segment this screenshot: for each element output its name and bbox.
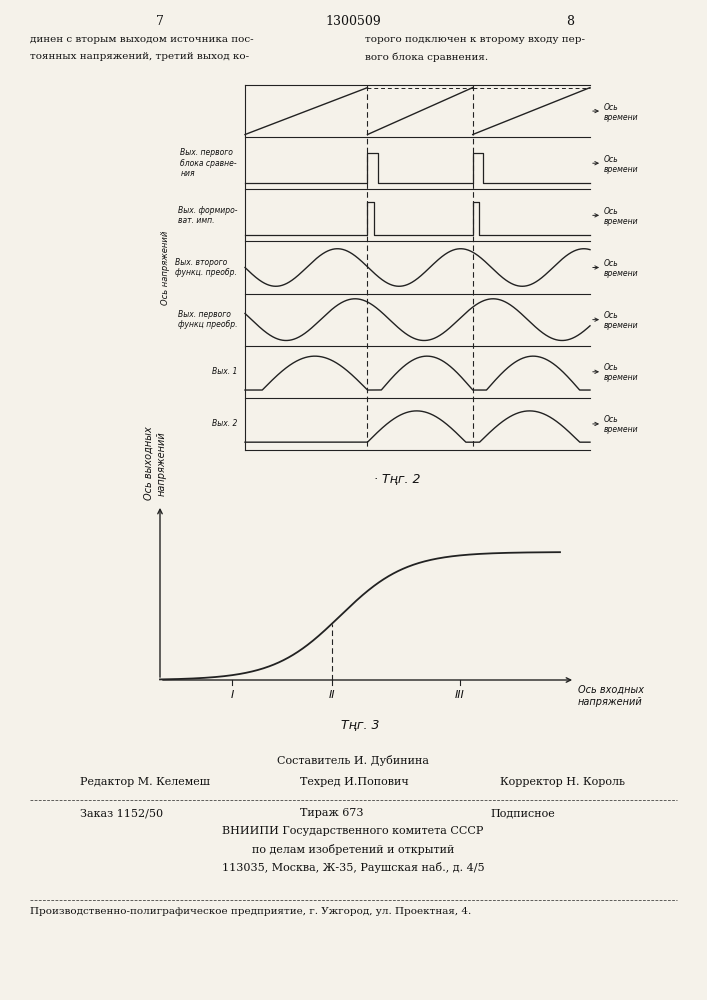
Text: Ось: Ось xyxy=(604,415,619,424)
Text: 8: 8 xyxy=(566,15,574,28)
Text: Ось входных
напряжений: Ось входных напряжений xyxy=(578,685,644,707)
Text: времени: времени xyxy=(604,269,638,278)
Text: I: I xyxy=(230,690,233,700)
Text: 1300509: 1300509 xyxy=(325,15,381,28)
Text: Bых. формиро-
ват. имп.: Bых. формиро- ват. имп. xyxy=(177,206,237,225)
Text: Ось: Ось xyxy=(604,363,619,372)
Text: Ось: Ось xyxy=(604,155,619,164)
Text: времени: времени xyxy=(604,165,638,174)
Text: времени: времени xyxy=(604,321,638,330)
Text: II: II xyxy=(329,690,335,700)
Text: Тираж 673: Тираж 673 xyxy=(300,808,363,818)
Text: Техред И.Попович: Техред И.Попович xyxy=(300,777,409,787)
Text: Bых. 2: Bых. 2 xyxy=(211,419,237,428)
Text: Редактор М. Келемеш: Редактор М. Келемеш xyxy=(80,777,210,787)
Text: 7: 7 xyxy=(156,15,164,28)
Text: ВНИИПИ Государственного комитета СССР: ВНИИПИ Государственного комитета СССР xyxy=(222,826,484,836)
Text: Производственно-полиграфическое предприятие, г. Ужгород, ул. Проектная, 4.: Производственно-полиграфическое предприя… xyxy=(30,907,472,916)
Text: · Τңг. 2: · Τңг. 2 xyxy=(374,472,421,485)
Text: Ось выходных
напряжений: Ось выходных напряжений xyxy=(144,426,166,500)
Text: Bых. 1: Bых. 1 xyxy=(211,367,237,376)
Text: Подписное: Подписное xyxy=(490,808,555,818)
Text: времени: времени xyxy=(604,373,638,382)
Text: Ось: Ось xyxy=(604,311,619,320)
Text: Составитель И. Дубинина: Составитель И. Дубинина xyxy=(277,755,429,766)
Text: времени: времени xyxy=(604,113,638,122)
Text: Корректор Н. Король: Корректор Н. Король xyxy=(500,777,625,787)
Text: Заказ 1152/50: Заказ 1152/50 xyxy=(80,808,163,818)
Text: времени: времени xyxy=(604,217,638,226)
Text: Bых. первого
блока сравне-
ния: Bых. первого блока сравне- ния xyxy=(180,148,237,178)
Text: времени: времени xyxy=(604,425,638,434)
Text: тоянных напряжений, третий выход ко-: тоянных напряжений, третий выход ко- xyxy=(30,52,249,61)
Text: III: III xyxy=(455,690,465,700)
Text: Τңг. 3: Τңг. 3 xyxy=(341,718,379,731)
Text: торого подключен к второму входу пер-: торого подключен к второму входу пер- xyxy=(365,35,585,44)
Text: Ось: Ось xyxy=(604,259,619,268)
Text: Ось: Ось xyxy=(604,103,619,112)
Text: 113035, Москва, Ж-35, Раушская наб., д. 4/5: 113035, Москва, Ж-35, Раушская наб., д. … xyxy=(222,862,484,873)
Text: динен с вторым выходом источника пос-: динен с вторым выходом источника пос- xyxy=(30,35,254,44)
Text: вого блока сравнения.: вого блока сравнения. xyxy=(365,52,488,62)
Text: Bых. первого
функц преобр.: Bых. первого функц преобр. xyxy=(177,310,237,329)
Text: по делам изобретений и открытий: по делам изобретений и открытий xyxy=(252,844,454,855)
Text: Ось напряжений: Ось напряжений xyxy=(160,230,170,305)
Text: Bых. второго
функц. преобр.: Bых. второго функц. преобр. xyxy=(175,258,237,277)
Text: Ось: Ось xyxy=(604,207,619,216)
